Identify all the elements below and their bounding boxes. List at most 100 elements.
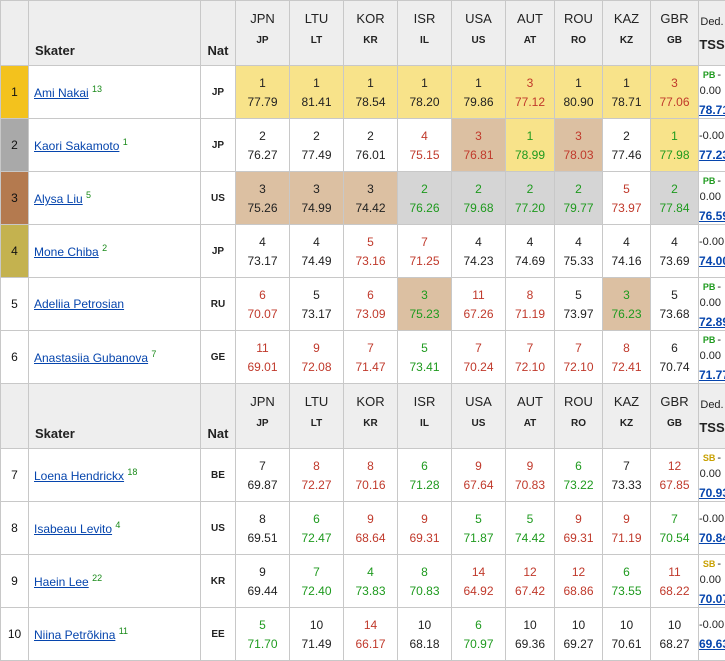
judge-placement: 1 bbox=[506, 128, 554, 144]
tss-link[interactable]: 74.00 bbox=[699, 253, 721, 269]
nat-cell: US bbox=[201, 502, 236, 555]
skater-rank-sup: 4 bbox=[115, 520, 120, 530]
judge-score: 72.40 bbox=[290, 583, 343, 599]
skater-link[interactable]: Alysa Liu bbox=[34, 192, 83, 206]
tss-link[interactable]: 76.59 bbox=[699, 208, 721, 224]
rank-cell: 4 bbox=[1, 225, 29, 278]
nat-cell: EE bbox=[201, 608, 236, 661]
tss-link[interactable]: 70.07 bbox=[699, 591, 721, 607]
judge-score: 69.27 bbox=[555, 636, 602, 652]
judge-score: 79.86 bbox=[452, 94, 505, 110]
skater-link[interactable]: Adeliia Petrosian bbox=[34, 297, 124, 311]
tss-link[interactable]: 71.77 bbox=[699, 367, 721, 383]
ded-tss-cell: PB-0.00 76.59 bbox=[699, 172, 725, 225]
judge-code: KZ bbox=[603, 418, 650, 429]
judge-placement: 5 bbox=[603, 181, 650, 197]
judge-placement: 3 bbox=[236, 181, 289, 197]
judge-score: 77.98 bbox=[651, 147, 698, 163]
judge-score: 71.25 bbox=[398, 253, 451, 269]
deduction-line: SB-0.00 bbox=[699, 450, 721, 482]
rank-cell: 7 bbox=[1, 449, 29, 502]
judge-code: JP bbox=[236, 35, 289, 46]
skater-link[interactable]: Loena Hendrickx bbox=[34, 469, 124, 483]
judge-score: 72.41 bbox=[603, 359, 650, 375]
tss-link[interactable]: 78.71 bbox=[699, 102, 721, 118]
nat-cell: KR bbox=[201, 555, 236, 608]
skater-link[interactable]: Kaori Sakamoto bbox=[34, 139, 119, 153]
judge-code: JP bbox=[236, 418, 289, 429]
judge-country: ROU bbox=[555, 394, 602, 418]
judge-country: LTU bbox=[290, 394, 343, 418]
judge-placement: 11 bbox=[651, 564, 698, 580]
tss-link[interactable]: 70.93 bbox=[699, 485, 721, 501]
judge-score: 69.51 bbox=[236, 530, 289, 546]
judge-score: 73.33 bbox=[603, 477, 650, 493]
judge-score: 78.71 bbox=[603, 94, 650, 110]
judge-placement: 5 bbox=[452, 511, 505, 527]
judge-placement: 6 bbox=[452, 617, 505, 633]
judge-score: 77.06 bbox=[651, 94, 698, 110]
record-badge: PB bbox=[703, 335, 716, 345]
skater-link[interactable]: Ami Nakai bbox=[34, 86, 89, 100]
skater-link[interactable]: Haein Lee bbox=[34, 575, 89, 589]
nat-header: Nat bbox=[201, 384, 236, 449]
judge-score: 78.54 bbox=[344, 94, 397, 110]
judge-placement: 7 bbox=[452, 340, 505, 356]
nat-header: Nat bbox=[201, 1, 236, 66]
judge-placement: 10 bbox=[398, 617, 451, 633]
skater-link[interactable]: Anastasiia Gubanova bbox=[34, 351, 148, 365]
judge-placement: 4 bbox=[344, 564, 397, 580]
rank-cell: 6 bbox=[1, 331, 29, 384]
tss-link[interactable]: 69.63 bbox=[699, 636, 721, 652]
judge-placement: 8 bbox=[236, 511, 289, 527]
deduction-line: PB-0.00 bbox=[699, 173, 721, 205]
deduction-line: PB-0.00 bbox=[699, 279, 721, 311]
rank-cell: 3 bbox=[1, 172, 29, 225]
tss-link[interactable]: 72.89 bbox=[699, 314, 721, 330]
judge-placement: 10 bbox=[555, 617, 602, 633]
tss-link[interactable]: 70.84 bbox=[699, 530, 721, 546]
judge-placement: 11 bbox=[236, 340, 289, 356]
skater-cell: Mone Chiba 2 bbox=[29, 225, 201, 278]
judge-score: 69.87 bbox=[236, 477, 289, 493]
judge-placement: 8 bbox=[344, 458, 397, 474]
skater-link[interactable]: Isabeau Levito bbox=[34, 522, 112, 536]
judge-country: KOR bbox=[344, 394, 397, 418]
rank-cell: 10 bbox=[1, 608, 29, 661]
judge-score: 67.42 bbox=[506, 583, 554, 599]
judge-placement: 10 bbox=[290, 617, 343, 633]
judge-placement: 5 bbox=[290, 287, 343, 303]
judge-country: GBR bbox=[651, 394, 698, 418]
judge-placement: 2 bbox=[452, 181, 505, 197]
tss-link[interactable]: 77.23 bbox=[699, 147, 721, 163]
skater-link[interactable]: Mone Chiba bbox=[34, 245, 99, 259]
judge-placement: 7 bbox=[506, 340, 554, 356]
judge-country: KAZ bbox=[603, 11, 650, 35]
skater-link[interactable]: Niina Petrõkina bbox=[34, 628, 115, 642]
judge-placement: 2 bbox=[236, 128, 289, 144]
judge-score: 73.83 bbox=[344, 583, 397, 599]
judge-placement: 14 bbox=[452, 564, 505, 580]
